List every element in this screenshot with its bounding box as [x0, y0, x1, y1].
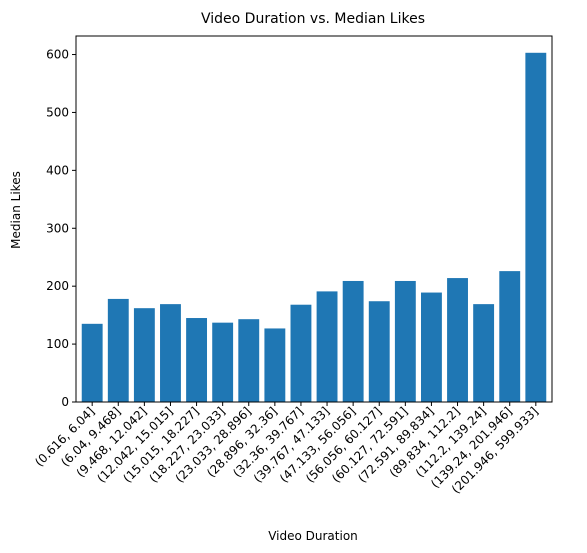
bar-14: [421, 292, 442, 402]
y-tick-label-1: 0: [61, 395, 69, 409]
y-tick-label-2: 100: [46, 337, 69, 351]
y-tick-label-4: 300: [46, 221, 69, 235]
y-tick-label-7: 600: [46, 48, 69, 62]
plot-frame: [75, 35, 553, 403]
bar-5: [186, 318, 208, 402]
y-tick-label-6: 500: [46, 105, 69, 119]
y-axis-label: Median Likes: [9, 171, 23, 249]
bar-18: [525, 52, 547, 402]
y-tick-label-3: 200: [46, 279, 69, 293]
y-tick-label-5: 400: [46, 163, 69, 177]
bar-16: [473, 304, 495, 402]
chart-title: Video Duration vs. Median Likes: [201, 11, 425, 27]
x-axis-label: Video Duration: [268, 529, 358, 543]
bar-6: [212, 322, 234, 402]
bar-12: [368, 301, 390, 402]
bar-10: [316, 291, 338, 402]
bar-2: [107, 298, 129, 402]
bar-3: [133, 308, 155, 402]
bar-8: [264, 328, 286, 402]
bar-11: [342, 280, 364, 402]
bar-1: [81, 323, 103, 402]
bar-7: [238, 319, 260, 402]
bar-4: [160, 304, 181, 402]
bar-15: [447, 278, 468, 402]
bar-9: [290, 304, 312, 402]
bar-13: [394, 280, 416, 402]
bar-17: [499, 271, 521, 402]
